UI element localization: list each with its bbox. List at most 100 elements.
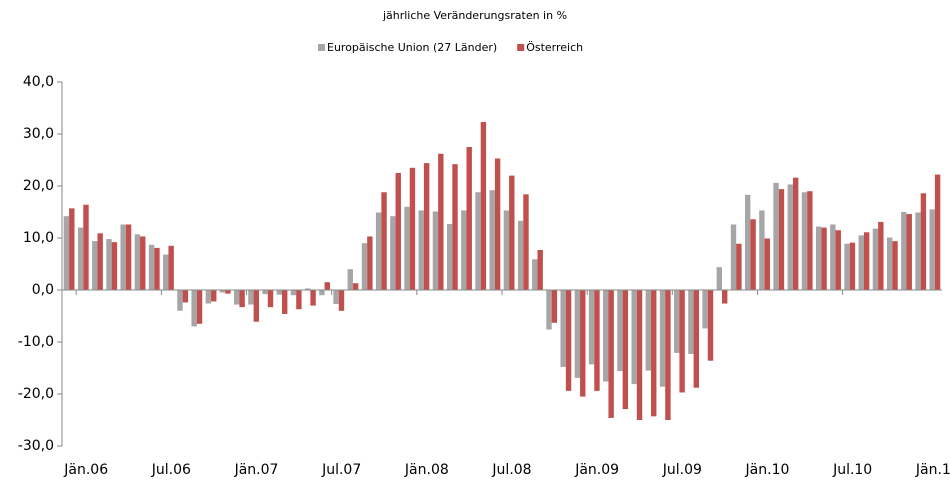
- bar: [892, 241, 898, 290]
- bar: [736, 243, 742, 290]
- bar: [679, 290, 685, 393]
- bar: [509, 175, 515, 290]
- bar: [333, 290, 339, 305]
- x-tick-label: Jän.08: [404, 462, 449, 478]
- bar: [588, 290, 595, 365]
- bar: [395, 173, 401, 290]
- bar: [494, 158, 501, 290]
- bar: [915, 212, 921, 290]
- bar: [352, 283, 359, 290]
- bar: [290, 290, 297, 296]
- legend-swatch: [318, 44, 325, 51]
- bar: [347, 269, 353, 290]
- bar: [253, 290, 260, 322]
- bar: [702, 290, 708, 329]
- bar: [707, 290, 714, 361]
- legend-swatch: [517, 44, 525, 51]
- bar: [219, 290, 226, 293]
- bar: [148, 244, 155, 290]
- bar: [565, 290, 572, 391]
- y-tick-label: -30,0: [18, 438, 54, 454]
- bar: [489, 190, 495, 290]
- y-tick-label: 0,0: [32, 282, 54, 298]
- bar: [744, 194, 751, 290]
- bar: [239, 290, 245, 308]
- bar: [546, 290, 552, 330]
- bar: [849, 242, 856, 290]
- bar: [517, 220, 524, 290]
- bar: [778, 189, 785, 290]
- bar: [438, 153, 444, 290]
- bar: [205, 290, 212, 304]
- bar: [631, 290, 637, 385]
- bar: [863, 232, 870, 290]
- legend-label: Österreich: [526, 41, 583, 54]
- bar: [858, 235, 864, 290]
- bar: [844, 243, 850, 290]
- x-tick-label: Jän.07: [234, 462, 279, 478]
- bar: [807, 191, 813, 290]
- x-tick-label: Jul.09: [662, 462, 702, 478]
- bar: [674, 290, 680, 353]
- bar: [815, 226, 822, 290]
- bar: [106, 239, 112, 290]
- bar: [716, 267, 722, 290]
- bar: [934, 174, 941, 290]
- bar: [63, 216, 70, 290]
- bar: [446, 223, 453, 290]
- bar: [906, 214, 912, 290]
- bar: [722, 290, 728, 304]
- bar: [603, 290, 609, 382]
- bar: [466, 147, 472, 290]
- bar: [821, 227, 827, 290]
- bar: [196, 290, 203, 324]
- bar: [168, 245, 174, 290]
- bar: [645, 290, 652, 371]
- bar: [276, 290, 282, 295]
- bar: [92, 241, 98, 290]
- y-tick-label: 40,0: [23, 74, 54, 90]
- bar: [191, 290, 197, 327]
- bar: [409, 167, 416, 290]
- bar: [304, 288, 311, 290]
- x-tick-label: Jul.06: [151, 462, 191, 478]
- y-tick-label: 20,0: [23, 178, 54, 194]
- bar: [537, 249, 543, 290]
- x-tick-label: Jän.10: [745, 462, 790, 478]
- bar: [452, 164, 458, 290]
- y-tick-label: 10,0: [23, 230, 54, 246]
- legend-label: Europäische Union (27 Länder): [327, 41, 497, 54]
- bar: [262, 290, 268, 295]
- bar: [920, 193, 927, 290]
- bar: [83, 204, 89, 290]
- bar: [651, 290, 657, 417]
- bar: [248, 290, 254, 305]
- bar: [693, 290, 700, 388]
- bar: [878, 221, 884, 290]
- bar: [418, 210, 424, 290]
- bar: [77, 227, 84, 290]
- bar: [792, 177, 799, 290]
- bar: [134, 234, 141, 290]
- bar: [580, 290, 586, 397]
- bar: [225, 290, 231, 294]
- bar: [608, 290, 614, 418]
- bar: [835, 230, 841, 290]
- bar: [872, 228, 879, 290]
- bar: [375, 212, 382, 290]
- bar: [338, 290, 345, 311]
- bar: [381, 192, 387, 290]
- bar: [319, 290, 325, 296]
- bar: [764, 238, 770, 290]
- bar: [177, 290, 183, 311]
- bar: [480, 122, 487, 290]
- bar: [111, 242, 118, 290]
- bar: [120, 224, 126, 290]
- bar: [69, 208, 75, 290]
- bar: [759, 210, 765, 290]
- y-tick-label: -20,0: [18, 386, 54, 402]
- bar: [154, 247, 160, 290]
- x-tick-label: Jul.07: [321, 462, 361, 478]
- bar: [367, 236, 373, 290]
